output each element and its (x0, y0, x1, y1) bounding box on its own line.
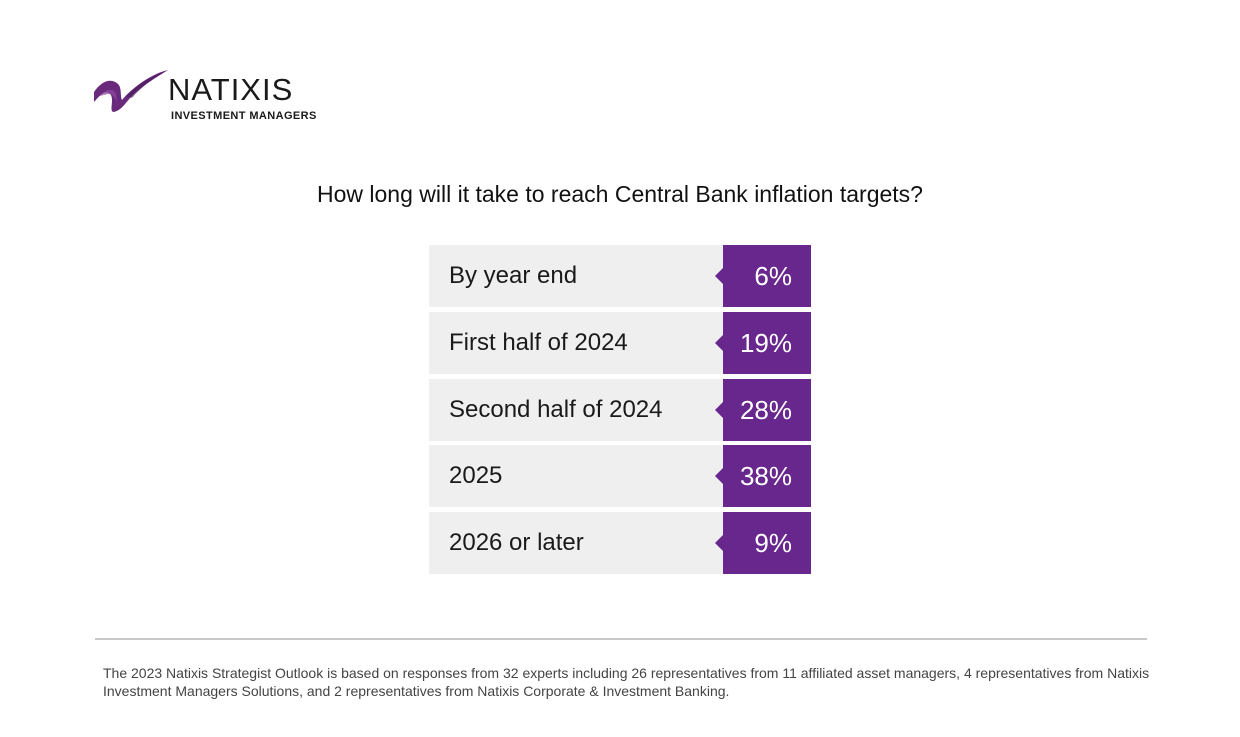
category-label: By year end (429, 245, 723, 307)
value-label: 38% (715, 445, 811, 507)
natixis-logo: NATIXIS INVESTMENT MANAGERS (92, 66, 348, 126)
value-label: 6% (715, 245, 811, 307)
value-label: 9% (715, 512, 811, 574)
category-label: First half of 2024 (429, 312, 723, 374)
category-label: Second half of 2024 (429, 379, 723, 441)
chart-title: How long will it take to reach Central B… (317, 181, 923, 207)
chart-row: 2025 38% (429, 445, 811, 507)
response-table: By year end 6% First half of 2024 19% Second… (429, 245, 811, 574)
footnote: The 2023 Natixis Strategist Outlook is b… (103, 665, 1150, 699)
chart-row: First half of 2024 19% (429, 312, 811, 374)
value-label: 19% (715, 312, 811, 374)
chart-row: By year end 6% (429, 245, 811, 307)
brush-swoosh-icon (94, 70, 168, 112)
brand-name: NATIXIS (168, 72, 294, 107)
value-label: 28% (715, 379, 811, 441)
chart-row: 2026 or later 9% (429, 512, 811, 574)
category-label: 2025 (429, 445, 723, 507)
category-label: 2026 or later (429, 512, 723, 574)
brand-subtitle: INVESTMENT MANAGERS (171, 110, 317, 122)
divider (95, 638, 1147, 640)
chart-row: Second half of 2024 28% (429, 379, 811, 441)
